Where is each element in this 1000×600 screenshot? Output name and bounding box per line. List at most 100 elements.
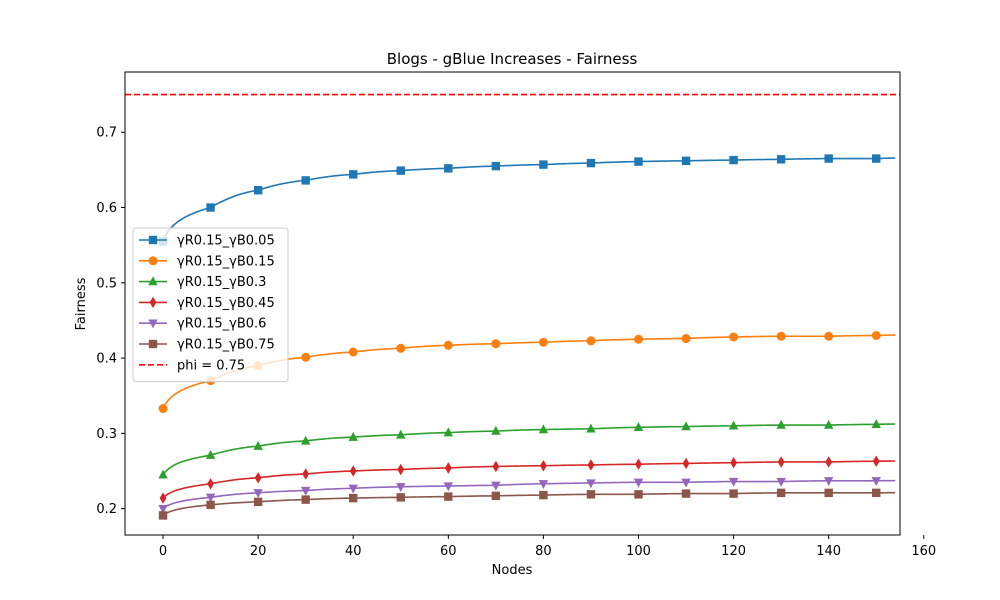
data-point-s3-5 bbox=[396, 429, 406, 439]
legend-marker-1 bbox=[148, 235, 158, 245]
data-point-s1-5 bbox=[396, 166, 405, 175]
data-point-s3-0 bbox=[158, 469, 168, 479]
data-point-s4-3 bbox=[302, 468, 310, 480]
legend-marker-6 bbox=[148, 339, 158, 349]
data-point-s1-3 bbox=[301, 176, 310, 185]
series-line-3 bbox=[162, 423, 896, 476]
y-tick-label: 0.4 bbox=[96, 352, 117, 367]
data-point-s3-1 bbox=[205, 449, 216, 459]
data-point-s3-15 bbox=[871, 419, 881, 429]
data-point-s1-13 bbox=[776, 155, 786, 164]
data-point-s3-6 bbox=[443, 427, 454, 437]
data-point-s1-1 bbox=[206, 203, 215, 212]
plot-frame bbox=[124, 71, 901, 536]
data-point-s2-7 bbox=[491, 339, 501, 349]
data-point-s2-13 bbox=[776, 331, 786, 341]
legend-marker-3 bbox=[148, 276, 158, 286]
legend-label-phi: phi = 0.75 bbox=[177, 358, 245, 373]
data-point-s5-0 bbox=[158, 504, 168, 514]
data-point-s2-10 bbox=[633, 334, 643, 344]
data-point-s2-3 bbox=[301, 352, 311, 362]
data-point-s6-8 bbox=[539, 490, 548, 500]
y-tick-label: 0.2 bbox=[96, 502, 117, 517]
series-line-5 bbox=[162, 479, 896, 510]
data-point-s6-7 bbox=[491, 491, 501, 501]
x-tick-label: 0 bbox=[159, 544, 167, 559]
data-point-s6-12 bbox=[729, 489, 738, 498]
data-point-s6-2 bbox=[253, 497, 263, 507]
data-point-s6-1 bbox=[206, 500, 215, 510]
x-tick-label: 60 bbox=[440, 544, 457, 559]
x-tick-label: 100 bbox=[626, 544, 651, 559]
y-tick-label: 0.7 bbox=[96, 126, 117, 141]
data-point-s1-6 bbox=[444, 164, 453, 173]
legend-label-4: γR0.15_γB0.45 bbox=[177, 296, 275, 311]
data-point-s6-14 bbox=[824, 488, 833, 498]
x-axis: 0 20 40 60 80 100 120 140 160 bbox=[159, 535, 936, 559]
data-point-s5-13 bbox=[776, 477, 786, 487]
data-point-s4-7 bbox=[492, 460, 500, 473]
data-point-s3-13 bbox=[776, 419, 786, 429]
legend-label-5: γR0.15_γB0.6 bbox=[177, 317, 266, 332]
data-point-s6-10 bbox=[634, 490, 643, 499]
data-point-s1-9 bbox=[586, 158, 596, 168]
data-point-s1-12 bbox=[729, 155, 738, 165]
data-point-s5-12 bbox=[728, 477, 739, 487]
data-point-s5-10 bbox=[633, 478, 644, 488]
data-point-s3-9 bbox=[586, 423, 596, 433]
data-point-s6-11 bbox=[681, 489, 691, 498]
data-point-s3-2 bbox=[253, 440, 263, 450]
series-line-1 bbox=[162, 157, 896, 242]
data-point-s1-2 bbox=[253, 185, 263, 195]
data-point-s5-15 bbox=[871, 477, 881, 486]
legend-box bbox=[132, 227, 289, 383]
data-point-s5-6 bbox=[443, 482, 454, 492]
data-point-s3-7 bbox=[491, 425, 501, 435]
data-point-s2-0 bbox=[158, 404, 168, 414]
data-point-s3-12 bbox=[728, 420, 739, 430]
data-point-s6-6 bbox=[444, 492, 453, 501]
data-point-s5-1 bbox=[205, 493, 216, 503]
data-point-s2-4 bbox=[348, 347, 358, 357]
data-point-s5-9 bbox=[586, 479, 596, 489]
data-point-s3-14 bbox=[823, 419, 834, 429]
legend-label-2: γR0.15_γB0.15 bbox=[177, 254, 275, 269]
data-point-s1-8 bbox=[539, 160, 548, 169]
data-point-s6-5 bbox=[396, 493, 405, 502]
data-point-s2-6 bbox=[443, 340, 453, 350]
data-point-s4-11 bbox=[682, 457, 690, 470]
series-line-4 bbox=[162, 460, 896, 499]
legend-label-6: γR0.15_γB0.75 bbox=[177, 338, 275, 353]
series-line-6 bbox=[162, 491, 896, 517]
data-point-s6-15 bbox=[872, 488, 881, 498]
data-point-s1-15 bbox=[872, 154, 881, 163]
data-point-s2-15 bbox=[871, 330, 881, 340]
x-tick-label: 80 bbox=[535, 544, 552, 559]
data-point-s1-10 bbox=[634, 157, 643, 166]
y-tick-label: 0.5 bbox=[96, 276, 117, 291]
data-point-s4-14 bbox=[825, 456, 833, 468]
data-point-s1-4 bbox=[349, 170, 358, 179]
data-point-s3-11 bbox=[681, 421, 691, 431]
data-point-s4-12 bbox=[730, 457, 737, 469]
x-axis-title: Nodes bbox=[492, 563, 533, 578]
x-tick-label: 40 bbox=[345, 544, 362, 559]
x-tick-label: 20 bbox=[250, 544, 267, 559]
data-point-s5-14 bbox=[823, 477, 834, 486]
legend: γR0.15_γB0.05 γR0.15_γB0.15 γR0.15_γB0.3 γR… bbox=[132, 227, 289, 383]
legend-marker-2 bbox=[148, 256, 158, 266]
data-point-s4-9 bbox=[587, 459, 595, 471]
data-point-s4-0 bbox=[159, 492, 167, 504]
data-point-s5-3 bbox=[300, 486, 311, 496]
data-point-s2-11 bbox=[681, 334, 691, 344]
data-point-s4-10 bbox=[635, 458, 642, 470]
data-point-s2-12 bbox=[729, 332, 739, 342]
data-point-s4-4 bbox=[349, 465, 357, 477]
data-point-s3-10 bbox=[633, 422, 644, 432]
data-point-s1-14 bbox=[824, 154, 833, 163]
legend-label-1: γR0.15_γB0.05 bbox=[177, 234, 275, 249]
data-point-s5-11 bbox=[681, 478, 691, 488]
data-point-s4-5 bbox=[397, 463, 405, 476]
data-point-s4-13 bbox=[777, 456, 785, 468]
